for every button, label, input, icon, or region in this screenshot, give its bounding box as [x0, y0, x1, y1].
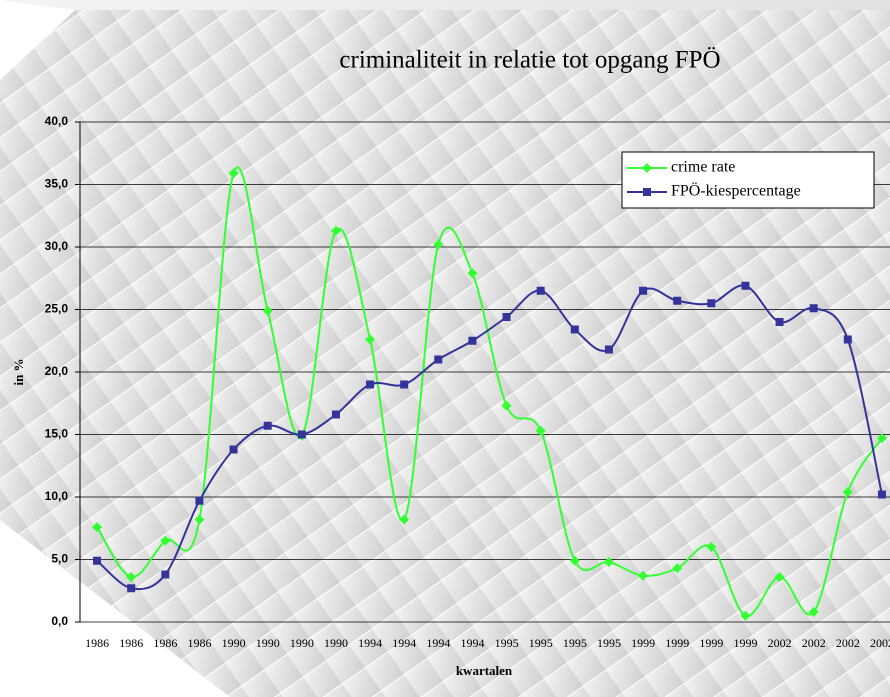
x-tick-label: 1999	[699, 636, 723, 650]
marker	[535, 425, 546, 436]
marker	[160, 535, 171, 546]
x-tick-label: 1986	[119, 636, 143, 650]
x-tick-label: 1995	[529, 636, 553, 650]
background-corner	[0, 0, 75, 80]
marker	[643, 188, 651, 196]
marker	[126, 572, 137, 582]
marker	[263, 421, 272, 430]
marker	[161, 570, 170, 579]
marker	[741, 281, 750, 290]
marker	[775, 318, 784, 326]
marker	[262, 305, 273, 316]
legend-label: FPÖ-kiespercentage	[671, 182, 801, 200]
y-tick-label: 25,0	[45, 302, 69, 316]
x-tick-label: 1999	[631, 636, 655, 650]
marker	[603, 557, 614, 567]
marker	[706, 542, 717, 552]
x-tick-label: 2002	[870, 636, 890, 650]
x-tick-label: 1986	[187, 636, 211, 650]
x-tick-label: 1990	[290, 636, 314, 650]
marker	[843, 335, 852, 344]
marker	[127, 584, 136, 593]
marker	[642, 163, 652, 173]
legend: crime rate FPÖ-kiespercentage	[621, 151, 875, 209]
y-tick-label: 10,0	[45, 489, 69, 503]
background-hatch	[0, 10, 890, 697]
marker	[501, 400, 512, 411]
x-tick-label: 1994	[392, 636, 416, 650]
x-tick-label: 1994	[426, 636, 450, 650]
marker	[707, 299, 716, 308]
marker	[502, 313, 511, 321]
x-tick-label: 1994	[460, 636, 484, 650]
marker	[400, 380, 409, 389]
marker	[229, 445, 238, 454]
legend-label: crime rate	[671, 159, 735, 176]
marker	[433, 239, 444, 250]
marker	[194, 514, 205, 525]
marker	[330, 225, 341, 236]
legend-box	[621, 151, 875, 209]
background-corner	[0, 520, 230, 697]
chart-title: criminaliteit in relatie tot opgang FPÖ	[339, 47, 720, 74]
line	[96, 166, 883, 617]
x-tick-label: 1986	[85, 636, 109, 650]
x-tick-label: 1995	[495, 636, 519, 650]
marker	[672, 563, 683, 574]
marker	[434, 355, 443, 364]
y-tick-label: 35,0	[45, 177, 69, 191]
marker	[569, 555, 580, 566]
marker	[536, 286, 545, 295]
marker	[774, 572, 785, 582]
marker	[195, 496, 204, 505]
y-axis-label: in %	[11, 358, 26, 385]
x-tick-label: 2002	[802, 636, 826, 650]
y-tick-label: 30,0	[45, 239, 69, 253]
marker	[467, 268, 478, 279]
x-tick-label: 1990	[324, 636, 348, 650]
y-tick-label: 40,0	[45, 114, 69, 128]
marker	[673, 296, 682, 305]
y-tick-label: 5,0	[51, 552, 68, 566]
x-tick-label: 2002	[768, 636, 792, 650]
x-tick-label: 1999	[733, 636, 757, 650]
x-tick-label: 1994	[358, 636, 382, 650]
marker	[638, 570, 649, 581]
marker	[639, 286, 648, 295]
marker	[92, 522, 103, 532]
marker	[297, 430, 306, 439]
y-tick-label: 0,0	[51, 614, 68, 628]
marker	[740, 610, 751, 621]
marker	[93, 556, 102, 565]
x-tick-label: 1995	[563, 636, 587, 650]
marker	[877, 490, 886, 499]
marker	[331, 410, 340, 419]
marker	[399, 514, 410, 525]
marker	[366, 380, 375, 389]
marker	[808, 607, 819, 617]
x-tick-label: 1990	[222, 636, 246, 650]
marker	[365, 334, 376, 345]
marker	[876, 433, 887, 444]
y-tick-label: 20,0	[45, 364, 69, 378]
marker	[570, 325, 579, 334]
x-tick-label: 1995	[597, 636, 621, 650]
x-tick-label: 1990	[256, 636, 280, 650]
line	[96, 284, 883, 591]
x-axis-label: kwartalen	[456, 663, 513, 678]
marker	[809, 304, 818, 313]
x-tick-label: 1986	[153, 636, 177, 650]
marker	[228, 168, 239, 179]
marker	[842, 487, 853, 497]
x-tick-label: 2002	[836, 636, 860, 650]
marker	[604, 345, 613, 354]
y-tick-label: 15,0	[45, 427, 69, 441]
x-tick-label: 1999	[665, 636, 689, 650]
marker	[468, 336, 477, 345]
